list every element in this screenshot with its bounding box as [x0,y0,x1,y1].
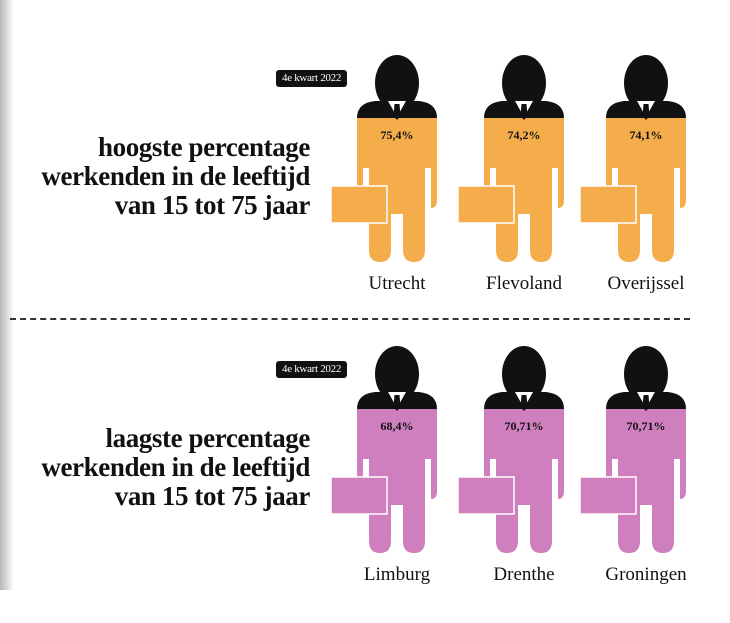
person-briefcase [579,185,637,224]
person-body-overijssel [606,118,686,262]
category-label-overijssel: Overijssel [607,273,684,294]
person-tie [520,395,528,411]
person-briefcase [457,476,515,515]
person-tie [642,104,650,120]
value-label-flevoland: 74,2% [508,128,541,142]
value-label-utrecht: 75,4% [381,128,414,142]
heading-highest-line-3: van 15 tot 75 jaar [114,190,311,220]
person-tie [642,395,650,411]
person-head [375,55,419,111]
person-briefcase [579,476,637,515]
heading-highest-line-2: werkenden in de leeftijd [41,161,310,191]
category-label-flevoland: Flevoland [486,273,562,294]
person-body-flevoland [484,118,564,262]
category-label-groningen: Groningen [605,564,687,585]
person-body-drenthe [484,409,564,553]
person-body-groningen [606,409,686,553]
person-figure-overijssel: 74,1% Overijssel [579,55,686,294]
value-label-overijssel: 74,1% [630,128,663,142]
person-figure-flevoland: 74,2% Flevoland [457,55,564,294]
heading-highest: hoogste percentage werkenden in de leeft… [0,133,310,220]
person-tie [520,104,528,120]
value-label-groningen: 70,71% [627,419,666,433]
category-label-drenthe: Drenthe [493,564,554,585]
person-figure-groningen: 70,71% Groningen [579,346,687,585]
category-label-limburg: Limburg [364,564,431,585]
person-head [502,55,546,111]
page-edge-shadow [0,0,14,590]
person-briefcase [457,185,515,224]
heading-lowest-line-1: laagste percentage [105,423,311,453]
period-badge-top: 4e kwart 2022 [276,70,348,87]
person-body-utrecht [357,118,437,262]
person-figure-limburg: 68,4% Limburg [330,346,437,585]
heading-highest-line-1: hoogste percentage [97,132,310,162]
heading-lowest-line-3: van 15 tot 75 jaar [114,481,311,511]
person-tie [393,104,401,120]
heading-lowest-line-2: werkenden in de leeftijd [41,452,310,482]
section-divider [10,318,690,320]
heading-lowest: laagste percentage werkenden in de leeft… [0,424,310,511]
person-figure-drenthe: 70,71% Drenthe [457,346,564,585]
person-briefcase [330,476,388,515]
value-label-drenthe: 70,71% [505,419,544,433]
period-badge-bottom: 4e kwart 2022 [276,361,348,378]
person-head [624,55,668,111]
person-figure-utrecht: 75,4% Utrecht [330,55,437,294]
person-body-limburg [357,409,437,553]
person-head [624,346,668,402]
value-label-limburg: 68,4% [381,419,414,433]
person-briefcase [330,185,388,224]
person-tie [393,395,401,411]
category-label-utrecht: Utrecht [369,273,427,294]
person-head [502,346,546,402]
person-head [375,346,419,402]
